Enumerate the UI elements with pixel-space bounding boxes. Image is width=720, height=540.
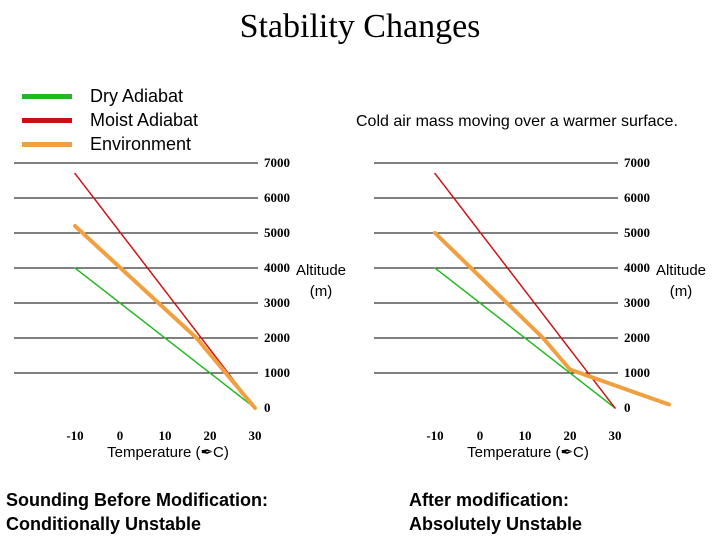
left-ytick-label: 3000 [264,295,290,310]
subtitle: Cold air mass moving over a warmer surfa… [356,113,678,130]
left-ylabel-unit: (m) [310,283,333,300]
page-title: Stability Changes [239,8,481,45]
left-xtick-label: 10 [159,428,172,443]
right-series-env [433,231,671,407]
right-ytick-label: 7000 [624,155,650,170]
right-ytick-label: 1000 [624,365,650,380]
legend-swatch-dry [22,93,72,99]
right-ytick-label: 5000 [624,225,650,240]
left-ytick-label: 6000 [264,190,290,205]
right-xtick-label: -10 [426,428,443,443]
right-caption-line2: Absolutely Unstable [409,514,583,534]
left-ytick-label: 2000 [264,330,290,345]
legend-item-env: Environment [22,132,198,156]
left-ytick-label: 4000 [264,260,290,275]
legend-label-env: Environment [90,133,192,154]
right-ytick-label: 3000 [624,295,650,310]
left-caption-line2: Conditionally Unstable [6,514,202,534]
left-xtick-label: 0 [117,428,124,443]
left-ytick-label: 7000 [264,155,290,170]
left-series-moist [74,172,256,409]
right-series-moist [434,172,616,409]
left-xtick-label: -10 [66,428,83,443]
right-xtick-label: 10 [519,428,532,443]
left-ytick-label: 5000 [264,225,290,240]
left-series-env [73,224,257,410]
legend-item-dry: Dry Adiabat [22,84,198,108]
legend-label-moist: Moist Adiabat [90,109,199,130]
right-ylabel: Altitude [656,262,706,279]
right-ytick-label: 4000 [624,260,650,275]
right-series-dry [434,267,616,409]
right-xtick-label: 30 [609,428,622,443]
left-series-dry [74,267,256,409]
left-caption-line1: Sounding Before Modification: [6,490,268,510]
left-xlabel: Temperature (✒C) [107,444,229,461]
left-ylabel: Altitude [296,262,346,279]
right-ytick-label: 6000 [624,190,650,205]
right-ylabel-unit: (m) [670,283,693,300]
legend-label-dry: Dry Adiabat [90,85,184,106]
left-ytick-label: 1000 [264,365,290,380]
left-xtick-label: 30 [249,428,262,443]
right-xtick-label: 0 [477,428,484,443]
legend: Dry Adiabat Moist Adiabat Environment [22,84,198,156]
left-xtick-label: 20 [204,428,217,443]
right-caption-line1: After modification: [409,490,569,510]
legend-swatch-env [22,141,72,147]
right-caption: After modification: Absolutely Unstable [409,488,582,536]
left-ytick-label: 0 [264,400,271,415]
right-ytick-label: 0 [624,400,631,415]
legend-swatch-moist [22,117,72,123]
legend-item-moist: Moist Adiabat [22,108,198,132]
right-xtick-label: 20 [564,428,577,443]
right-ytick-label: 2000 [624,330,650,345]
left-caption: Sounding Before Modification: Conditiona… [6,488,268,536]
right-xlabel: Temperature (✒C) [467,444,589,461]
